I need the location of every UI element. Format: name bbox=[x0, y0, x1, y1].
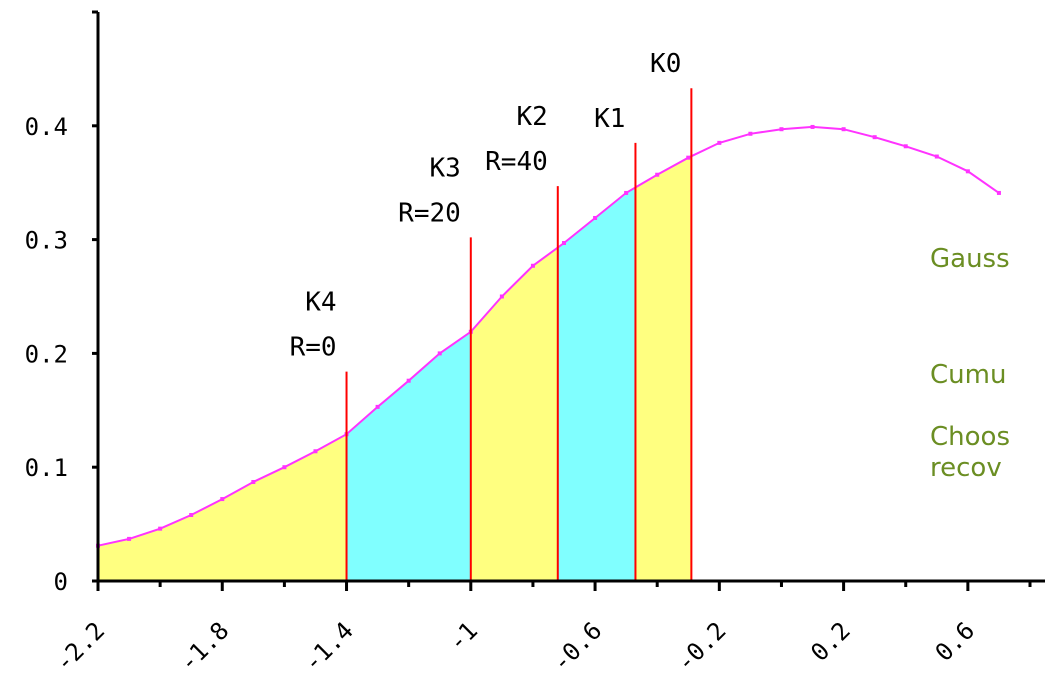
side-note: recov bbox=[930, 453, 1002, 483]
band-cyan bbox=[557, 187, 636, 581]
curve-point bbox=[406, 378, 411, 383]
threshold-label: R=20 bbox=[398, 198, 461, 228]
curve-point bbox=[313, 449, 318, 454]
band-yellow bbox=[470, 247, 558, 581]
band-yellow bbox=[98, 434, 347, 581]
y-tick-label: 0.3 bbox=[25, 227, 68, 255]
x-tick-label: 0.2 bbox=[805, 616, 855, 666]
x-tick-label: -1.8 bbox=[174, 616, 235, 677]
curve-point bbox=[686, 155, 691, 160]
side-note: Gauss bbox=[930, 244, 1010, 274]
curve-point bbox=[779, 127, 784, 132]
y-tick-label: 0.1 bbox=[25, 454, 68, 482]
curve-point bbox=[437, 351, 442, 356]
y-tick-label: 0.2 bbox=[25, 340, 68, 368]
curve-point bbox=[655, 172, 660, 177]
x-tick-label: -2.2 bbox=[50, 616, 111, 677]
curve-point bbox=[220, 497, 225, 502]
curve-point bbox=[562, 241, 566, 246]
curve-layer bbox=[96, 124, 1001, 548]
curve-point bbox=[189, 512, 194, 517]
curve-point bbox=[996, 190, 1001, 195]
curve-point bbox=[499, 294, 504, 299]
curve-point bbox=[903, 144, 908, 149]
curve-point bbox=[841, 127, 846, 132]
curve-point bbox=[965, 169, 970, 174]
curve-point bbox=[934, 154, 939, 159]
threshold-label: K4 bbox=[305, 288, 336, 318]
density-curve bbox=[97, 125, 1000, 547]
band-cyan bbox=[346, 331, 471, 581]
x-tick-label: -0.2 bbox=[671, 616, 732, 677]
curve-point bbox=[717, 140, 722, 145]
curve-point bbox=[530, 263, 535, 268]
threshold-label: R=0 bbox=[290, 333, 337, 363]
curve-point bbox=[251, 479, 256, 484]
threshold-label: K2 bbox=[516, 102, 547, 132]
curve-point bbox=[282, 465, 287, 470]
band-layer bbox=[98, 156, 692, 581]
x-tick-label: -1 bbox=[443, 616, 483, 656]
axes bbox=[92, 10, 1045, 591]
threshold-layer bbox=[345, 88, 693, 581]
band-yellow bbox=[635, 156, 692, 581]
curve-point bbox=[593, 215, 598, 220]
curve-point bbox=[872, 135, 877, 140]
curve-point bbox=[748, 131, 753, 136]
threshold-label: K3 bbox=[429, 153, 460, 183]
x-tick-label: -0.6 bbox=[547, 616, 608, 677]
x-tick-label: -1.4 bbox=[298, 616, 359, 677]
x-tick-label: 0.6 bbox=[930, 616, 980, 666]
curve-point bbox=[810, 124, 815, 129]
side-note: Choos bbox=[930, 422, 1010, 452]
curve-point bbox=[158, 526, 163, 531]
curve-point bbox=[624, 190, 629, 195]
side-note: Cumu bbox=[930, 360, 1006, 390]
y-tick-label: 0 bbox=[54, 568, 68, 596]
curve-point bbox=[375, 404, 380, 409]
threshold-label: K0 bbox=[650, 49, 681, 79]
threshold-label: K1 bbox=[594, 104, 625, 134]
threshold-label: R=40 bbox=[485, 147, 548, 177]
y-tick-label: 0.4 bbox=[25, 113, 68, 141]
curve-point bbox=[127, 536, 132, 541]
